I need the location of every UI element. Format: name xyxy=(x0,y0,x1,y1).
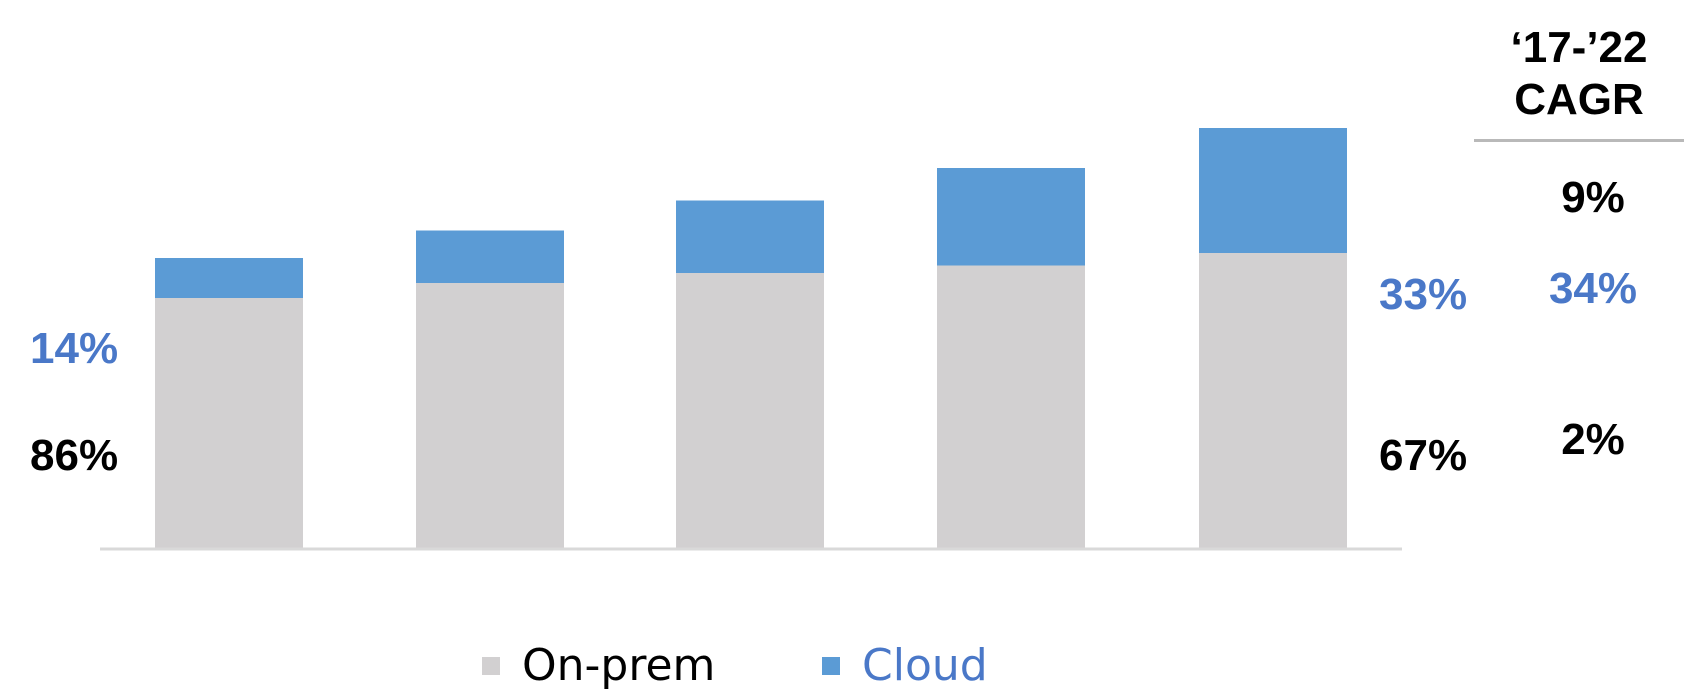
legend-item-cloud: Cloud xyxy=(822,644,988,688)
first-bar-cloud-share-label: 14% xyxy=(30,324,119,373)
legend-label-cloud: Cloud xyxy=(862,640,988,691)
bar-on-prem-3 xyxy=(676,273,824,548)
bar-cloud-3 xyxy=(676,200,824,273)
bar-on-prem-4 xyxy=(937,265,1085,548)
legend-label-onprem: On-prem xyxy=(522,640,716,691)
cagr-header-label: CAGR xyxy=(1514,75,1644,124)
bar-cloud-4 xyxy=(937,168,1085,266)
first-bar-onprem-share-label: 86% xyxy=(30,431,119,480)
bar-cloud-5 xyxy=(1199,128,1347,253)
legend-item-onprem: On-prem xyxy=(482,644,715,688)
legend-swatch-onprem xyxy=(482,657,500,675)
cagr-onprem-value: 2% xyxy=(1561,415,1625,464)
cagr-cloud-value: 34% xyxy=(1548,264,1638,313)
cagr-total-value: 9% xyxy=(1561,173,1625,222)
bars-group xyxy=(155,128,1347,548)
cagr-header: ‘17-’22 CAGR xyxy=(1474,22,1684,126)
legend-swatch-cloud xyxy=(822,657,840,675)
bar-cloud-2 xyxy=(416,230,564,283)
cagr-divider xyxy=(1474,139,1684,142)
last-bar-cloud-share-label: 33% xyxy=(1379,270,1468,319)
bar-cloud-1 xyxy=(155,258,303,298)
bar-on-prem-2 xyxy=(416,283,564,548)
cagr-header-period: ‘17-’22 xyxy=(1510,23,1648,72)
bar-on-prem-1 xyxy=(155,298,303,548)
last-bar-onprem-share-label: 67% xyxy=(1379,431,1468,480)
bar-on-prem-5 xyxy=(1199,253,1347,548)
